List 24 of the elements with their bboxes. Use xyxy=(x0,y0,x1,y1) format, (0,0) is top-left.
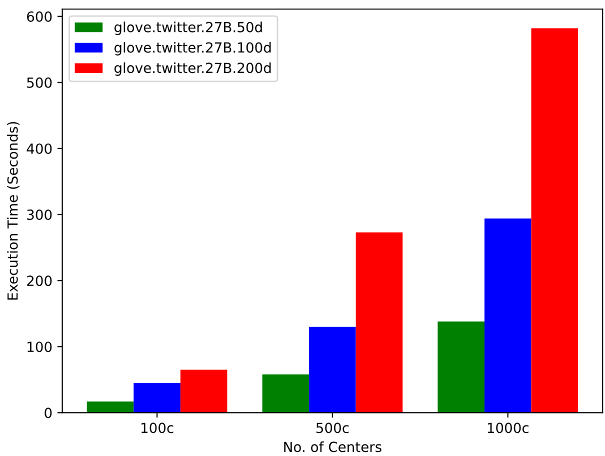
y-tick-label: 200 xyxy=(27,276,52,286)
y-tick-label: 600 xyxy=(27,11,52,22)
bar xyxy=(309,326,356,413)
bar xyxy=(438,322,484,413)
bar xyxy=(356,232,403,413)
bar xyxy=(531,28,578,413)
bar xyxy=(484,218,532,413)
x-tick-label: 500c xyxy=(316,422,349,434)
bar xyxy=(262,374,310,413)
y-tick-label: 400 xyxy=(26,143,52,154)
x-tick-label: 100c xyxy=(141,422,174,434)
y-axis-title: Execution Time (Seconds) xyxy=(7,122,20,300)
legend-label: glove.twitter.27B.100d xyxy=(114,42,271,56)
y-tick-label: 0 xyxy=(44,408,52,418)
y-tick-label: 500 xyxy=(27,77,52,88)
bar xyxy=(86,401,134,413)
legend-label: glove.twitter.27B.50d xyxy=(114,22,262,36)
y-tick-label: 100 xyxy=(28,342,52,352)
bar xyxy=(180,370,228,413)
x-axis-title: No. of Centers xyxy=(284,441,382,452)
legend-label: glove.twitter.27B.200d xyxy=(114,62,271,76)
y-tick-label: 300 xyxy=(27,210,52,220)
x-tick-label: 1000c xyxy=(488,422,528,434)
bar xyxy=(134,382,180,413)
